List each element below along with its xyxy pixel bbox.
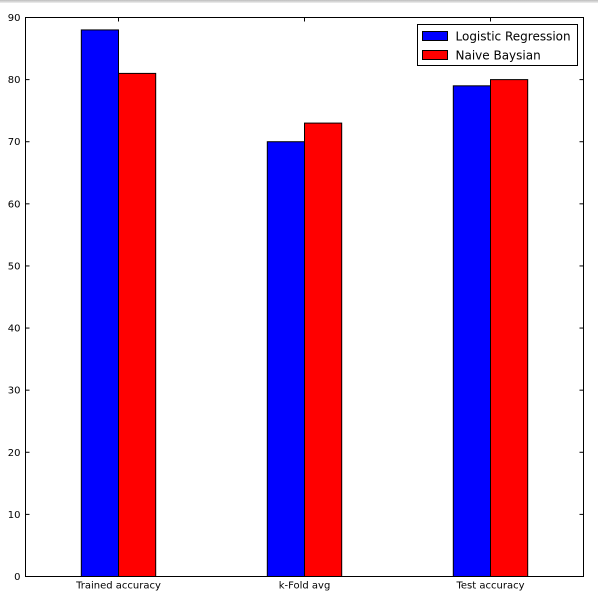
y-tick-label-50: 50 <box>8 261 21 272</box>
bars-group <box>80 29 529 578</box>
bar-logistic-regression-trained-accuracy <box>80 29 120 577</box>
legend-swatch-naive-baysian <box>422 50 448 60</box>
y-tick-label-70: 70 <box>8 137 21 148</box>
x-tick-label-trained-accuracy: Trained accuracy <box>75 581 161 592</box>
x-tick-label-k-fold-avg: k-Fold avg <box>279 581 331 592</box>
y-tick-label-30: 30 <box>8 386 21 397</box>
legend: Logistic Regression Naive Baysian <box>417 24 578 66</box>
legend-label-logistic-regression: Logistic Regression <box>456 30 571 44</box>
bar-logistic-regression-k-fold-avg <box>266 141 305 577</box>
y-axis: 0 10 20 30 40 50 60 70 80 90 <box>8 13 584 583</box>
bar-naive-baysian-k-fold-avg <box>304 122 343 577</box>
bar-naive-baysian-trained-accuracy <box>118 72 157 578</box>
y-tick-label-80: 80 <box>8 75 21 86</box>
window-top-edge <box>0 0 598 3</box>
legend-swatch-logistic-regression <box>422 31 448 41</box>
legend-label-naive-baysian: Naive Baysian <box>456 49 541 63</box>
x-tick-label-test-accuracy: Test accuracy <box>456 581 525 592</box>
y-tick-label-20: 20 <box>8 448 21 459</box>
y-tick-label-60: 60 <box>8 199 21 210</box>
x-axis: Trained accuracy k-Fold avg Test accuracy <box>75 17 525 592</box>
y-tick-label-10: 10 <box>8 510 21 521</box>
bar-logistic-regression-test-accuracy <box>452 85 491 577</box>
y-tick-label-90: 90 <box>8 13 21 24</box>
y-tick-label-0: 0 <box>14 572 20 583</box>
y-tick-label-40: 40 <box>8 324 21 335</box>
bar-naive-baysian-test-accuracy <box>490 79 529 577</box>
